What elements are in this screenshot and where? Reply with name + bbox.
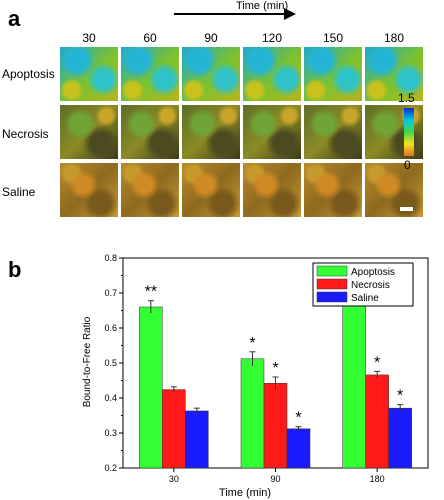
bar bbox=[139, 306, 163, 469]
legend-label: Apoptosis bbox=[351, 267, 395, 278]
image-tile-saline bbox=[304, 163, 362, 217]
image-tile-saline bbox=[121, 163, 179, 217]
y-tick-label: 0.3 bbox=[104, 428, 117, 438]
image-tile-apoptosis bbox=[182, 47, 240, 101]
significance-marker: ** bbox=[145, 284, 157, 301]
x-tick-label: 180 bbox=[370, 474, 385, 484]
legend-swatch bbox=[316, 278, 348, 290]
bar bbox=[286, 428, 311, 469]
row-label-apoptosis: Apoptosis bbox=[2, 67, 55, 81]
x-tick-label: 30 bbox=[169, 474, 179, 484]
timepoint-label: 180 bbox=[383, 31, 405, 45]
y-axis-title: Bound-to-Free Ratio bbox=[82, 316, 93, 407]
significance-marker: * bbox=[397, 388, 403, 405]
timepoint-label: 60 bbox=[143, 31, 157, 45]
y-tick-label: 0.6 bbox=[104, 323, 117, 333]
y-tick-label: 0.4 bbox=[104, 393, 117, 403]
image-tile-saline bbox=[365, 163, 423, 217]
image-tile-necrosis bbox=[304, 105, 362, 159]
image-tile-saline bbox=[182, 163, 240, 217]
row-label-necrosis: Necrosis bbox=[2, 127, 49, 141]
y-tick-label: 0.2 bbox=[104, 463, 117, 473]
bar bbox=[185, 410, 209, 469]
legend-swatch bbox=[316, 265, 348, 277]
image-tile-necrosis bbox=[121, 105, 179, 159]
image-tile-apoptosis bbox=[365, 47, 423, 101]
image-tile-apoptosis bbox=[304, 47, 362, 101]
image-tile-saline bbox=[60, 163, 118, 217]
row-label-saline: Saline bbox=[2, 185, 36, 199]
legend-swatch bbox=[316, 291, 348, 303]
panel-a-label: a bbox=[8, 6, 21, 31]
significance-marker: * bbox=[272, 360, 278, 377]
colorbar-min-label: 0 bbox=[404, 158, 411, 172]
image-tile-necrosis bbox=[182, 105, 240, 159]
image-tile-apoptosis bbox=[243, 47, 301, 101]
image-tile-necrosis bbox=[60, 105, 118, 159]
image-tile-apoptosis bbox=[121, 47, 179, 101]
image-tile-apoptosis bbox=[60, 47, 118, 101]
bar bbox=[240, 358, 265, 469]
timepoint-label: 30 bbox=[82, 31, 96, 45]
y-tick-label: 0.7 bbox=[104, 288, 117, 298]
bar bbox=[342, 287, 366, 469]
bar bbox=[388, 407, 412, 469]
y-tick-label: 0.5 bbox=[104, 358, 117, 368]
x-tick-label: 90 bbox=[270, 474, 280, 484]
x-axis-title: Time (min) bbox=[219, 487, 271, 499]
time-arrow-icon bbox=[174, 8, 296, 20]
bar bbox=[162, 389, 186, 469]
image-tile-saline bbox=[243, 163, 301, 217]
significance-marker: * bbox=[249, 335, 255, 352]
legend-label: Necrosis bbox=[351, 280, 390, 291]
timepoint-label: 120 bbox=[261, 31, 283, 45]
time-axis-title: Time (min) bbox=[236, 0, 289, 12]
y-tick-label: 0.8 bbox=[104, 253, 117, 263]
panel-b-label: b bbox=[8, 257, 22, 282]
timepoint-label: 90 bbox=[204, 31, 218, 45]
bar bbox=[263, 383, 288, 469]
legend-label: Saline bbox=[351, 293, 379, 304]
scale-bar bbox=[400, 207, 413, 211]
image-tile-necrosis bbox=[243, 105, 301, 159]
significance-marker: * bbox=[295, 410, 301, 427]
bar bbox=[365, 374, 389, 469]
colorbar-max-label: 1.5 bbox=[398, 91, 415, 105]
colorbar bbox=[404, 108, 414, 156]
timepoint-label: 150 bbox=[322, 31, 344, 45]
significance-marker: * bbox=[374, 354, 380, 371]
